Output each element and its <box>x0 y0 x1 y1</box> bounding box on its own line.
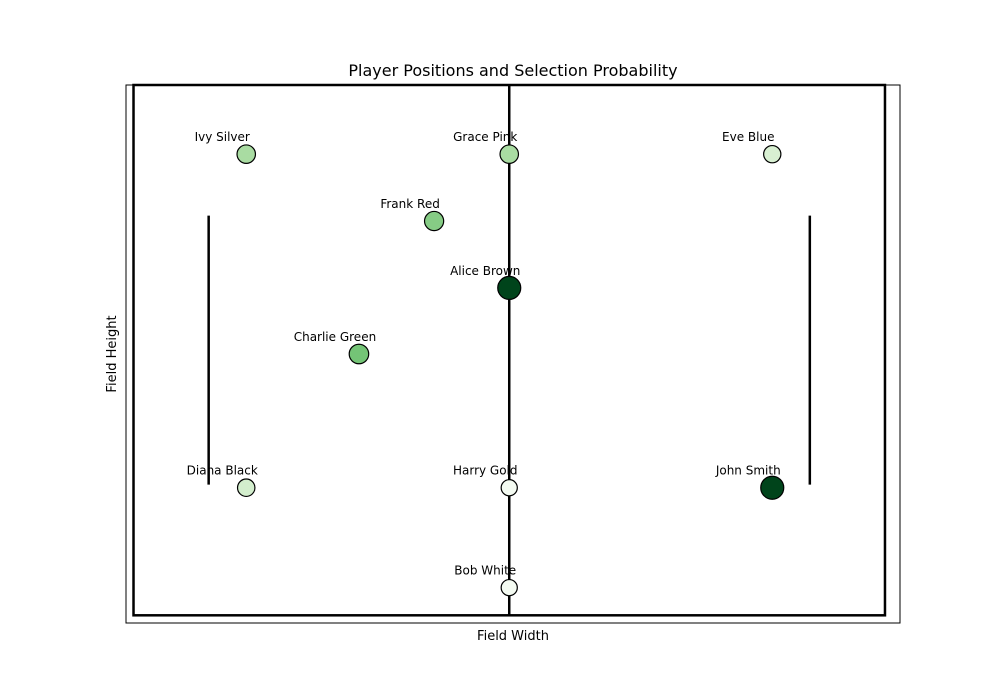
player-point-bob-white <box>500 578 518 597</box>
player-point-john-smith <box>760 475 785 500</box>
player-point-grace-pink <box>499 144 520 164</box>
field-lines <box>132 83 887 617</box>
x-axis-label: Field Width <box>477 629 549 644</box>
player-label-grace-pink: Grace Pink <box>453 130 517 144</box>
player-label-bob-white: Bob White <box>454 564 516 578</box>
player-point-frank-red <box>423 210 445 232</box>
player-point-eve-blue <box>763 144 782 164</box>
player-point-diana-black <box>236 478 256 498</box>
player-labels: Ivy Silver Grace Pink Eve Blue Frank Red Ali… <box>187 130 781 577</box>
player-point-harry-gold <box>500 479 518 497</box>
chart-title: Player Positions and Selection Probabili… <box>348 61 677 80</box>
plot-frame <box>125 84 901 624</box>
player-point-alice-brown <box>497 275 522 301</box>
player-label-john-smith: John Smith <box>715 464 781 478</box>
player-points <box>236 144 785 597</box>
player-label-eve-blue: Eve Blue <box>722 130 774 144</box>
player-point-ivy-silver <box>236 144 257 164</box>
player-label-charlie-green: Charlie Green <box>294 330 376 344</box>
player-label-alice-brown: Alice Brown <box>450 264 520 278</box>
player-label-harry-gold: Harry Gold <box>453 464 518 478</box>
player-label-ivy-silver: Ivy Silver <box>195 130 250 144</box>
player-label-frank-red: Frank Red <box>380 197 439 211</box>
player-point-charlie-green <box>348 343 370 365</box>
player-label-diana-black: Diana Black <box>187 464 258 478</box>
y-axis-label: Field Height <box>105 315 120 392</box>
